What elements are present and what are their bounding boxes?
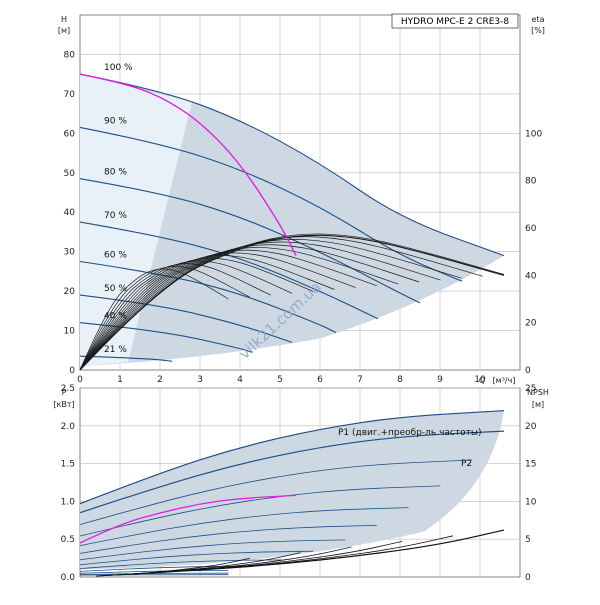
bottom-y2-tick-label: 15 [525, 460, 536, 470]
speed-curve-label: 60 % [104, 251, 127, 261]
top-y-tick-label: 20 [64, 287, 76, 297]
top-y-tick-label: 10 [64, 327, 76, 337]
top-x-tick-label: 7 [357, 375, 363, 385]
speed-curve-label: 70 % [104, 211, 127, 221]
top-y2-tick-label: 20 [525, 319, 537, 329]
speed-curve-label: 100 % [104, 63, 133, 73]
bottom-y-tick-label: 2.0 [61, 422, 76, 432]
top-y-label: H [61, 15, 67, 24]
top-y2-tick-label: 100 [525, 129, 542, 139]
speed-curve-label: 21 % [104, 345, 127, 355]
top-x-tick-label: 6 [317, 375, 323, 385]
top-y-unit: [м] [58, 26, 70, 35]
top-x-tick-label: 2 [157, 375, 163, 385]
bottom-y2-tick-label: 5 [525, 535, 531, 545]
top-y2-tick-label: 80 [525, 177, 537, 187]
series-label-p2: P2 [461, 459, 472, 469]
top-y-tick-label: 70 [64, 90, 76, 100]
top-x-tick-label: 0 [77, 375, 83, 385]
top-y-tick-label: 0 [69, 366, 75, 376]
series-label-p1: P1 (двиг.+преобр-ль частоты) [338, 428, 482, 438]
bottom-y-unit: [кВт] [53, 400, 74, 409]
top-x-tick-label: 9 [437, 375, 443, 385]
bottom-y2-tick-label: 0 [525, 573, 531, 583]
top-y-tick-label: 60 [64, 129, 76, 139]
bottom-y2-unit: [м] [532, 400, 544, 409]
top-title-box-text: HYDRO MPC-E 2 CRE3-8 [401, 17, 509, 27]
top-y-tick-label: 30 [64, 248, 76, 258]
bottom-y2-tick-label: 20 [525, 422, 537, 432]
bottom-y2-tick-label: 10 [525, 497, 537, 507]
top-x-tick-label: 1 [117, 375, 123, 385]
top-y2-tick-label: 40 [525, 271, 537, 281]
bottom-y-tick-label: 0.0 [61, 573, 76, 583]
top-y-tick-label: 40 [64, 208, 76, 218]
bottom-y-tick-label: 2.5 [61, 384, 75, 394]
top-y-tick-label: 50 [64, 169, 76, 179]
top-x-tick-label: 4 [237, 375, 243, 385]
top-x-tick-label: 3 [197, 375, 203, 385]
speed-curve-label: 90 % [104, 116, 127, 126]
top-x-unit: [м³/ч] [493, 376, 516, 385]
top-x-tick-label: 5 [277, 375, 283, 385]
bottom-y2-tick-label: 25 [525, 384, 536, 394]
bottom-y-tick-label: 0.5 [61, 535, 75, 545]
top-y2-tick-label: 60 [525, 224, 537, 234]
top-y2-label: eta [532, 15, 545, 24]
top-y2-tick-label: 0 [525, 366, 531, 376]
bottom-y-tick-label: 1.5 [61, 460, 75, 470]
bottom-y-tick-label: 1.0 [61, 497, 76, 507]
speed-curve-label: 80 % [104, 168, 127, 178]
top-x-tick-label: 10 [474, 375, 486, 385]
top-y-tick-label: 80 [64, 50, 76, 60]
top-y2-unit: [%] [531, 26, 545, 35]
speed-curve-label: 50 % [104, 284, 127, 294]
top-x-tick-label: 8 [397, 375, 403, 385]
